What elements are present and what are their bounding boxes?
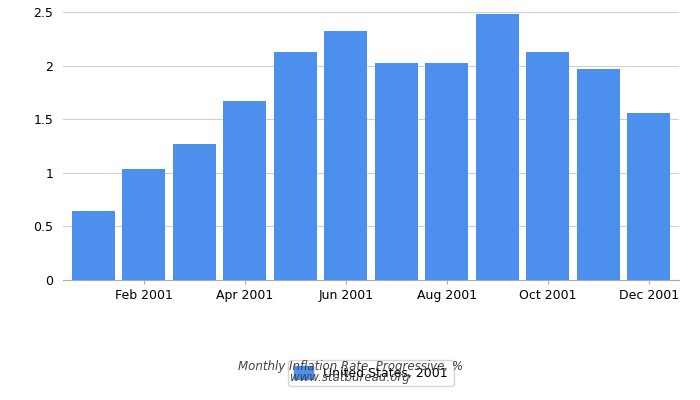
Legend: United States, 2001: United States, 2001 — [288, 360, 454, 386]
Bar — [627, 113, 670, 280]
Bar — [223, 101, 266, 280]
Bar — [577, 69, 620, 280]
Bar — [173, 144, 216, 280]
Bar — [72, 211, 115, 280]
Bar — [526, 52, 569, 280]
Bar — [274, 52, 316, 280]
Text: Monthly Inflation Rate, Progressive, %: Monthly Inflation Rate, Progressive, % — [237, 360, 463, 373]
Bar — [426, 64, 468, 280]
Bar — [476, 14, 519, 280]
Text: www.statbureau.org: www.statbureau.org — [290, 371, 410, 384]
Bar — [122, 168, 165, 280]
Bar — [324, 31, 368, 280]
Bar — [374, 64, 418, 280]
